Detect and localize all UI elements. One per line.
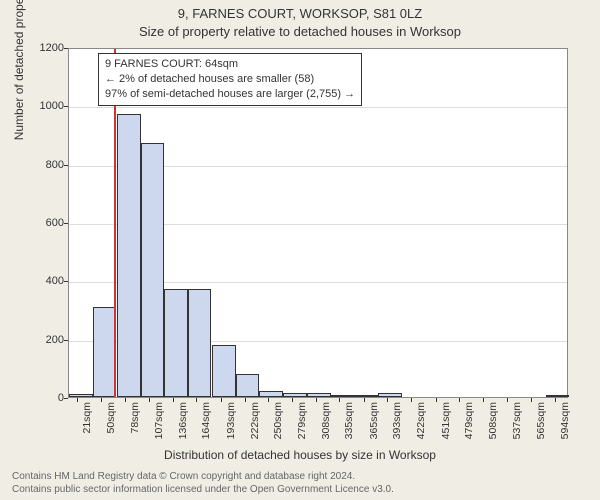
annotation-line1: 9 FARNES COURT: 64sqm xyxy=(105,57,355,72)
x-tick-label: 393sqm xyxy=(391,402,403,452)
histogram-bar xyxy=(117,114,141,397)
x-tick xyxy=(292,398,293,402)
footer-line2: Contains public sector information licen… xyxy=(12,483,588,496)
gridline xyxy=(69,107,567,108)
y-tick-label: 800 xyxy=(24,159,64,171)
x-tick xyxy=(531,398,532,402)
histogram-bar xyxy=(141,143,164,397)
x-tick-label: 451sqm xyxy=(440,402,452,452)
x-tick xyxy=(436,398,437,402)
x-tick xyxy=(459,398,460,402)
x-tick xyxy=(268,398,269,402)
x-tick-label: 50sqm xyxy=(105,402,117,452)
x-tick xyxy=(125,398,126,402)
histogram-bar xyxy=(546,395,569,397)
y-tick xyxy=(64,106,68,107)
histogram-bar xyxy=(188,289,211,397)
y-tick-label: 1200 xyxy=(24,42,64,54)
annotation-line3: 97% of semi-detached houses are larger (… xyxy=(105,87,355,102)
x-tick xyxy=(196,398,197,402)
histogram-bar xyxy=(212,345,236,398)
x-tick-label: 78sqm xyxy=(129,402,141,452)
footer-attribution: Contains HM Land Registry data © Crown c… xyxy=(12,470,588,496)
x-tick xyxy=(387,398,388,402)
y-tick xyxy=(64,281,68,282)
x-tick xyxy=(364,398,365,402)
y-tick-label: 400 xyxy=(24,275,64,287)
x-tick-label: 222sqm xyxy=(249,402,261,452)
x-tick xyxy=(221,398,222,402)
y-tick xyxy=(64,48,68,49)
histogram-bar xyxy=(378,393,402,397)
y-axis-label: Number of detached properties xyxy=(12,0,26,140)
histogram-bar xyxy=(164,289,188,397)
histogram-bar xyxy=(69,394,93,397)
x-tick xyxy=(555,398,556,402)
chart-title-line2: Size of property relative to detached ho… xyxy=(0,24,600,39)
y-tick xyxy=(64,398,68,399)
x-tick xyxy=(507,398,508,402)
x-tick xyxy=(339,398,340,402)
histogram-bar xyxy=(307,393,330,397)
x-tick xyxy=(316,398,317,402)
x-tick-label: 250sqm xyxy=(272,402,284,452)
x-tick xyxy=(483,398,484,402)
x-tick-label: 164sqm xyxy=(200,402,212,452)
x-tick-label: 308sqm xyxy=(320,402,332,452)
x-tick-label: 21sqm xyxy=(81,402,93,452)
x-tick xyxy=(411,398,412,402)
x-tick-label: 508sqm xyxy=(487,402,499,452)
x-tick-label: 335sqm xyxy=(343,402,355,452)
y-tick xyxy=(64,165,68,166)
y-tick-label: 1000 xyxy=(24,100,64,112)
y-tick-label: 200 xyxy=(24,334,64,346)
footer-line1: Contains HM Land Registry data © Crown c… xyxy=(12,470,588,483)
y-tick xyxy=(64,223,68,224)
y-tick xyxy=(64,340,68,341)
x-tick-label: 136sqm xyxy=(177,402,189,452)
x-tick-label: 479sqm xyxy=(463,402,475,452)
x-tick-label: 365sqm xyxy=(368,402,380,452)
annotation-box: 9 FARNES COURT: 64sqm ← 2% of detached h… xyxy=(98,53,362,106)
histogram-bar xyxy=(259,391,283,397)
histogram-bar xyxy=(93,307,116,397)
histogram-bar xyxy=(331,395,355,397)
x-tick-label: 422sqm xyxy=(415,402,427,452)
x-tick-label: 193sqm xyxy=(225,402,237,452)
x-tick xyxy=(245,398,246,402)
x-tick-label: 537sqm xyxy=(511,402,523,452)
y-tick-label: 600 xyxy=(24,217,64,229)
x-tick xyxy=(149,398,150,402)
histogram-bar xyxy=(283,393,307,397)
y-tick-label: 0 xyxy=(24,392,64,404)
histogram-bar xyxy=(236,374,259,397)
x-tick-label: 565sqm xyxy=(535,402,547,452)
x-tick xyxy=(173,398,174,402)
x-tick xyxy=(101,398,102,402)
x-tick-label: 279sqm xyxy=(296,402,308,452)
x-tick xyxy=(77,398,78,402)
histogram-bar xyxy=(355,395,378,397)
x-tick-label: 594sqm xyxy=(559,402,571,452)
x-tick-label: 107sqm xyxy=(153,402,165,452)
chart-title-line1: 9, FARNES COURT, WORKSOP, S81 0LZ xyxy=(0,6,600,21)
annotation-line2: ← 2% of detached houses are smaller (58) xyxy=(105,72,355,87)
